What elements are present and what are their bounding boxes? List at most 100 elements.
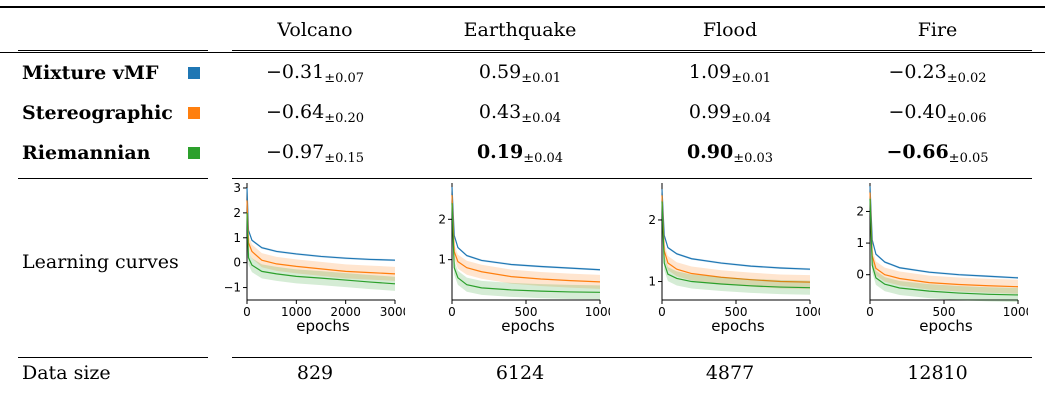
series-line-riemannian — [451, 202, 601, 293]
series-line-stereographic — [246, 199, 396, 274]
score-value: −0.64 — [265, 100, 325, 123]
x-tick-label: 0 — [866, 305, 874, 319]
size-rule-left — [18, 357, 208, 358]
data-size-earthquake: 6124 — [495, 362, 545, 384]
curve-cell-fire: 0 1 2 0 500 1000 epochs — [830, 173, 1045, 351]
learning-curve-plot-volcano: −101230100020003000epochs — [223, 180, 410, 335]
score-mixture-vmf-fire: −0.23±0.02 — [830, 52, 1045, 93]
curve-cell-flood: 1 2 0 500 1000 epochs — [630, 173, 830, 351]
score-value: −0.66 — [886, 140, 949, 163]
score-mixture-vmf-earthquake: 0.59±0.01 — [410, 52, 630, 93]
method-label-mixture-vmf: Mixture vMF — [0, 52, 220, 93]
series-band-stereographic — [247, 192, 395, 281]
y-tick-label: 1 — [233, 230, 241, 244]
data-size-label: Data size — [22, 362, 111, 384]
series-line-mixture-vmf — [451, 186, 601, 270]
x-tick-label: 0 — [448, 305, 456, 319]
score-value: −0.40 — [888, 100, 947, 123]
score-std: ±0.15 — [324, 150, 365, 166]
score-std: ±0.05 — [948, 150, 989, 166]
score-stereographic-flood: 0.99±0.04 — [630, 93, 830, 133]
learning-curves-label: Learning curves — [22, 251, 179, 273]
x-tick-label: 1000 — [281, 305, 312, 319]
y-tick-label: 3 — [233, 180, 241, 194]
y-tick-label: 2 — [438, 212, 446, 226]
method-name: Riemannian — [22, 142, 151, 164]
score-mixture-vmf-volcano: −0.31±0.07 — [220, 52, 410, 93]
y-tick-label: 1 — [648, 274, 656, 288]
x-axis-label: epochs — [501, 317, 555, 335]
x-axis-label: epochs — [296, 317, 350, 335]
series-band-mixture-vmf — [662, 187, 810, 270]
legend-swatch — [188, 67, 200, 79]
score-value: 0.59 — [478, 60, 522, 83]
score-std: ±0.06 — [946, 110, 987, 126]
score-std: ±0.03 — [733, 150, 774, 166]
curve-cell-earthquake: 1 2 0 500 1000 epochs — [410, 173, 630, 351]
score-riemannian-volcano: −0.97±0.15 — [220, 133, 410, 173]
score-value: 0.19 — [476, 140, 524, 163]
score-mixture-vmf-flood: 1.09±0.01 — [630, 52, 830, 93]
header-volcano: Volcano — [220, 6, 410, 53]
data-size-fire: 12810 — [907, 362, 968, 384]
series-band-stereographic — [662, 187, 810, 289]
score-std: ±0.04 — [523, 150, 564, 166]
series-line-stereographic — [661, 194, 811, 283]
score-value: −0.23 — [888, 60, 947, 83]
y-tick-label: 1 — [438, 252, 446, 266]
score-value: −0.97 — [265, 140, 325, 163]
method-row-stereographic: Stereographic −0.64±0.20 0.43±0.04 0.99±0.0… — [0, 93, 1045, 133]
score-std: ±0.01 — [731, 70, 772, 86]
data-size-volcano: 829 — [296, 362, 334, 384]
score-std: ±0.02 — [946, 70, 987, 86]
x-tick-label: 0 — [658, 305, 666, 319]
header-rule-left — [18, 50, 208, 51]
score-std: ±0.04 — [521, 110, 562, 126]
series-band-riemannian — [869, 191, 1018, 302]
x-tick-label: 0 — [243, 305, 251, 319]
series-line-riemannian — [246, 212, 396, 284]
y-tick-label: 0 — [856, 267, 864, 281]
legend-swatch — [188, 107, 200, 119]
x-tick-label: 1000 — [1002, 305, 1027, 319]
data-size-flood: 4877 — [705, 362, 755, 384]
x-tick-label: 2000 — [330, 305, 361, 319]
x-tick-label: 1000 — [585, 305, 610, 319]
learning-curves-row: Learning curves −101230100020003000epoch… — [0, 173, 1045, 351]
header-earthquake: Earthquake — [410, 6, 630, 53]
header-row: Volcano Earthquake Flood Fire — [0, 6, 1045, 53]
x-axis-label: epochs — [919, 317, 973, 335]
x-tick-label: 500 — [932, 305, 955, 319]
score-stereographic-earthquake: 0.43±0.04 — [410, 93, 630, 133]
x-tick-label: 500 — [725, 305, 748, 319]
header-fire: Fire — [830, 6, 1045, 53]
header-rule-right — [232, 50, 1032, 51]
y-tick-label: 2 — [648, 212, 656, 226]
score-value: 0.90 — [686, 140, 734, 163]
method-label-riemannian: Riemannian — [0, 133, 220, 173]
method-label-stereographic: Stereographic — [0, 93, 220, 133]
method-name: Stereographic — [22, 102, 173, 124]
curves-rule-right — [232, 178, 1032, 179]
score-stereographic-fire: −0.40±0.06 — [830, 93, 1045, 133]
series-line-mixture-vmf — [661, 188, 811, 270]
curve-cell-volcano: −101230100020003000epochs — [220, 173, 410, 351]
method-row-riemannian: Riemannian −0.97±0.15 0.19±0.04 0.90±0.03 −0… — [0, 133, 1045, 173]
score-std: ±0.04 — [731, 110, 772, 126]
score-value: 1.09 — [688, 60, 732, 83]
series-line-mixture-vmf — [868, 185, 1018, 278]
y-tick-label: 0 — [233, 255, 241, 269]
header-cell-empty — [0, 6, 220, 53]
size-rule-right — [232, 357, 1032, 358]
learning-curve-plot-flood: 1 2 0 500 1000 epochs — [648, 182, 825, 335]
method-name: Mixture vMF — [22, 62, 159, 84]
score-value: 0.99 — [688, 100, 732, 123]
y-tick-label: 1 — [856, 236, 864, 250]
score-std: ±0.20 — [324, 110, 365, 126]
score-std: ±0.07 — [324, 70, 365, 86]
score-riemannian-flood: 0.90±0.03 — [630, 133, 830, 173]
curves-rule-left — [18, 178, 208, 179]
learning-curve-plot-fire: 0 1 2 0 500 1000 epochs — [856, 182, 1033, 335]
series-band-riemannian — [662, 193, 810, 295]
legend-swatch — [188, 147, 200, 159]
